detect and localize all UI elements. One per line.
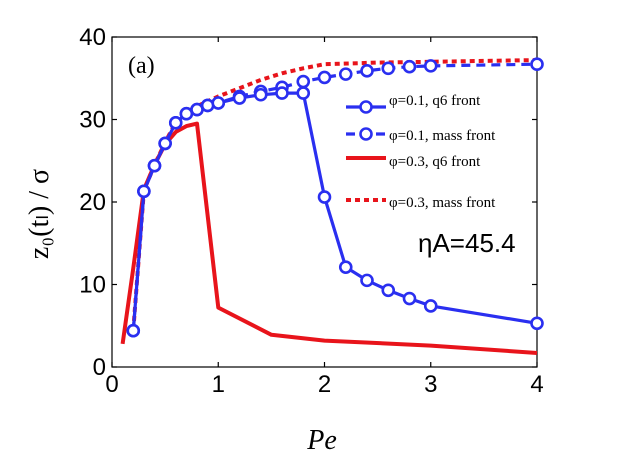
legend-label: φ=0.3, mass front	[389, 195, 496, 211]
panel-label: (a)	[128, 53, 155, 79]
legend-label: φ=0.1, mass front	[389, 128, 496, 144]
data-point	[423, 299, 438, 313]
y-tick-label: 10	[79, 272, 106, 299]
x-tick-label: 0	[105, 371, 118, 398]
x-tick-label: 1	[212, 371, 225, 398]
data-point	[338, 67, 353, 81]
y-tick-label: 0	[93, 354, 106, 381]
data-point	[338, 260, 353, 274]
data-point	[296, 86, 311, 100]
x-tick-label: 2	[318, 371, 331, 398]
eta-annotation: ηA=45.4	[418, 228, 516, 258]
data-point	[253, 87, 268, 102]
annotation-text: ηA=45.4	[418, 228, 516, 258]
y-tick-label: 30	[79, 107, 106, 134]
data-point	[360, 64, 374, 78]
legend-label: φ=0.1, q6 front	[389, 93, 481, 109]
x-tick-label: 4	[530, 371, 543, 398]
legend: φ=0.1, q6 front φ=0.1, mass front φ=0.3, q…	[346, 93, 496, 211]
data-point	[402, 59, 417, 74]
data-point	[530, 316, 544, 331]
data-point	[211, 96, 226, 110]
x-axis-label: Pe	[306, 425, 337, 456]
data-point	[137, 184, 151, 199]
data-point	[530, 57, 544, 72]
data-point	[360, 273, 374, 288]
data-point	[381, 283, 396, 298]
legend-marker	[359, 100, 373, 114]
data-point	[381, 61, 396, 76]
data-point	[168, 116, 183, 130]
data-point	[275, 86, 289, 100]
y-tick-label: 40	[79, 24, 106, 51]
data-point	[158, 136, 172, 151]
data-point	[317, 70, 332, 85]
y-tick-label: 20	[79, 189, 106, 216]
y-axis-label: z₀(tₗ) / σ	[24, 169, 55, 259]
legend-marker	[359, 127, 373, 141]
data-point	[147, 158, 162, 173]
x-tick-label: 3	[424, 371, 437, 398]
data-point	[423, 59, 438, 73]
data-point	[317, 190, 332, 204]
data-point	[126, 323, 141, 338]
data-point	[296, 74, 311, 89]
legend-label: φ=0.3, q6 front	[389, 154, 481, 170]
data-point	[200, 98, 215, 113]
data-point	[402, 291, 417, 306]
data-point	[232, 91, 247, 105]
